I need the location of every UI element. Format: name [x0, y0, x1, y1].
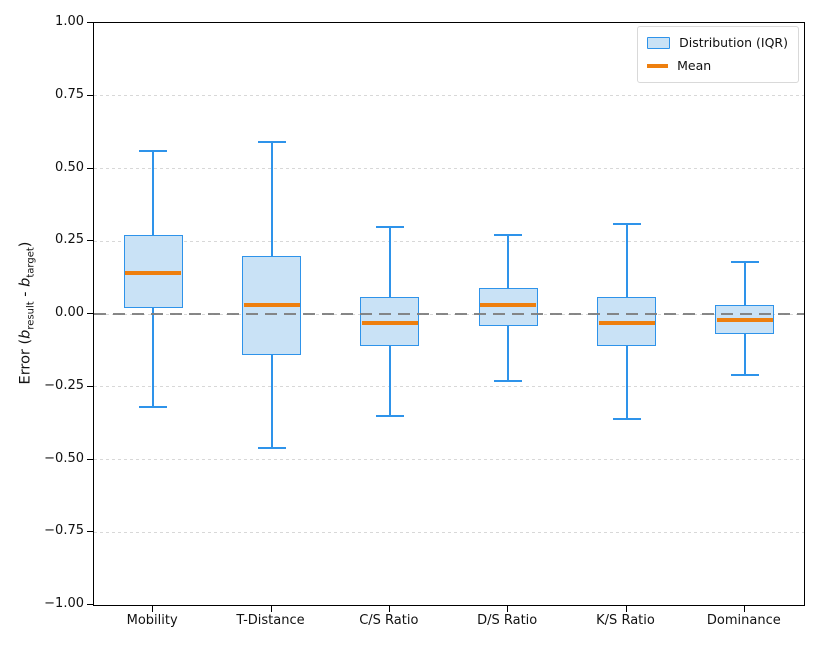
whisker-lower-c-s-ratio [388, 346, 391, 416]
x-tick-label-c-s-ratio: C/S Ratio [359, 613, 419, 628]
y-tick-label: −0.75 [44, 523, 84, 539]
y-tick-mark [87, 22, 93, 23]
mean-line-c-s-ratio [361, 320, 418, 325]
gridline [94, 459, 804, 460]
x-tick-label-dominance: Dominance [706, 613, 781, 628]
mean-line-t-distance [243, 303, 300, 308]
whisker-upper-t-distance [270, 142, 273, 256]
mean-line-d-s-ratio [480, 303, 537, 308]
y-tick-label: 0.75 [55, 86, 84, 102]
x-tick-label-k-s-ratio: K/S Ratio [596, 613, 655, 628]
whisker-upper-c-s-ratio [388, 226, 391, 297]
whisker-lower-mobility [152, 308, 155, 408]
whisker-cap-low-d-s-ratio [494, 379, 523, 382]
legend: Distribution (IQR) Mean [637, 26, 799, 83]
y-tick-label: −0.25 [44, 377, 84, 393]
whisker-cap-low-dominance [730, 374, 759, 377]
whisker-cap-low-k-s-ratio [612, 417, 641, 420]
whisker-cap-high-t-distance [257, 141, 286, 144]
y-tick-mark [87, 385, 93, 387]
y-tick-label: −1.00 [44, 596, 84, 611]
mean-line-dominance [716, 317, 773, 322]
whisker-cap-high-mobility [139, 150, 168, 153]
whisker-upper-k-s-ratio [625, 223, 628, 297]
whisker-cap-high-c-s-ratio [375, 225, 404, 228]
x-tick-mark [507, 606, 509, 612]
y-tick-mark [87, 167, 93, 169]
whisker-cap-high-k-s-ratio [612, 222, 641, 225]
x-tick-mark [152, 606, 154, 612]
y-tick-mark [87, 313, 93, 314]
gridline [94, 95, 804, 97]
y-tick-mark [87, 458, 93, 460]
x-tick-label-t-distance: T-Distance [236, 613, 305, 628]
whisker-cap-high-dominance [730, 260, 759, 263]
legend-label-distribution: Distribution (IQR) [679, 35, 788, 50]
y-tick-label: 1.00 [55, 14, 84, 29]
y-tick-mark [87, 531, 93, 533]
y-tick-mark [87, 94, 93, 96]
gridline [94, 168, 804, 169]
whisker-lower-k-s-ratio [625, 346, 628, 419]
y-tick-mark [87, 240, 93, 242]
plot-area: Distribution (IQR) Mean [93, 22, 805, 606]
x-tick-mark [743, 606, 745, 612]
zero-reference-line [94, 313, 804, 315]
whisker-lower-d-s-ratio [507, 325, 510, 381]
whisker-upper-dominance [743, 261, 746, 306]
x-tick-label-d-s-ratio: D/S Ratio [477, 613, 538, 628]
y-tick-mark [87, 604, 93, 605]
y-tick-label: 0.00 [55, 305, 84, 320]
mean-line-mobility [125, 271, 182, 276]
whisker-upper-d-s-ratio [507, 235, 510, 288]
y-axis-label-sub-target: target [25, 247, 37, 278]
gridline [94, 386, 804, 388]
legend-item-mean: Mean [647, 58, 788, 73]
legend-item-distribution: Distribution (IQR) [647, 35, 788, 50]
y-tick-label: −0.50 [44, 450, 84, 466]
whisker-upper-mobility [152, 151, 155, 236]
y-axis-label-var-target: b [17, 277, 34, 287]
whisker-cap-low-mobility [139, 406, 168, 409]
y-tick-label: 0.25 [55, 232, 84, 248]
gridline [94, 531, 804, 533]
gridline [94, 240, 804, 242]
whisker-lower-t-distance [270, 354, 273, 448]
x-tick-label-mobility: Mobility [126, 613, 178, 628]
x-tick-mark [388, 606, 390, 612]
distribution-iqr-swatch-icon [647, 36, 671, 49]
whisker-lower-dominance [743, 334, 746, 376]
y-axis-label-var-result: b [17, 329, 34, 339]
whisker-cap-low-t-distance [257, 446, 286, 449]
mean-swatch-icon [647, 63, 669, 68]
whisker-cap-low-c-s-ratio [375, 414, 404, 417]
x-tick-mark [625, 606, 627, 612]
y-tick-label: 0.50 [55, 159, 84, 175]
legend-label-mean: Mean [677, 58, 712, 73]
whisker-cap-high-d-s-ratio [494, 234, 523, 237]
y-axis-label-dash: - [17, 286, 34, 302]
x-tick-mark [270, 606, 272, 612]
mean-line-k-s-ratio [598, 320, 655, 325]
